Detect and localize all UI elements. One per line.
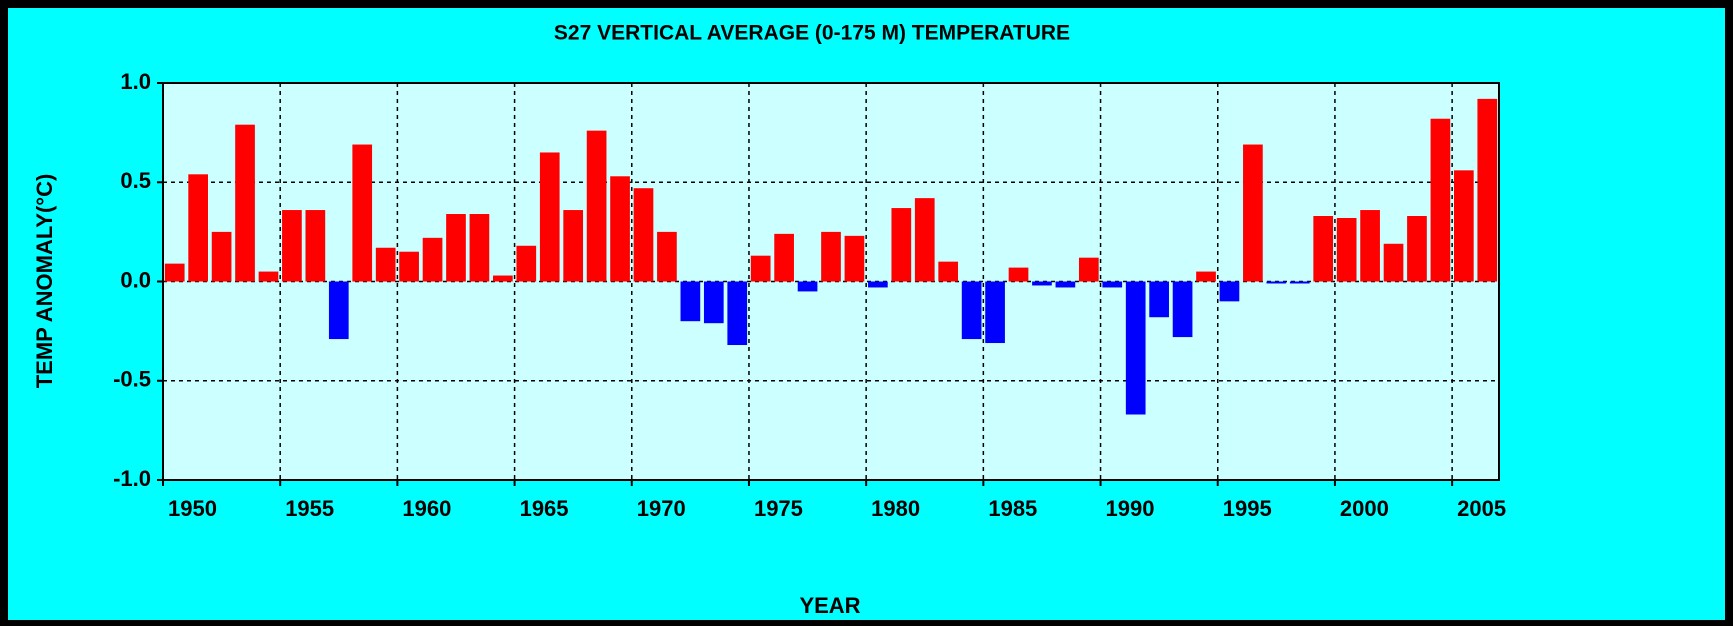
bar	[1219, 281, 1240, 302]
bar	[680, 281, 701, 322]
bar	[375, 247, 396, 282]
bar	[469, 214, 490, 282]
bar	[844, 235, 865, 282]
chart-title: S27 VERTICAL AVERAGE (0-175 M) TEMPERATU…	[554, 22, 1070, 45]
x-tick-label: 1995	[1223, 496, 1272, 521]
bar	[821, 231, 841, 282]
bar	[422, 237, 443, 282]
bar	[258, 271, 279, 282]
bar	[891, 208, 912, 282]
bar	[1477, 98, 1498, 282]
x-tick-label: 1985	[988, 496, 1037, 521]
y-tick-label: 0.5	[120, 168, 151, 193]
bar	[1313, 215, 1334, 282]
bar	[703, 281, 724, 324]
x-tick-label: 1990	[1106, 496, 1155, 521]
bar	[211, 231, 232, 282]
bar	[1125, 281, 1146, 415]
bar	[586, 130, 607, 282]
bar	[750, 255, 771, 282]
y-tick-label: -0.5	[113, 367, 151, 392]
bar	[1453, 170, 1474, 282]
bar	[1266, 281, 1287, 284]
bar	[797, 281, 818, 292]
bar	[1430, 118, 1451, 282]
bar	[399, 251, 419, 282]
bar	[1383, 243, 1404, 282]
bar	[1289, 281, 1310, 284]
bar	[1243, 144, 1263, 282]
bar	[1407, 215, 1427, 282]
bar	[446, 214, 466, 282]
bar	[516, 245, 537, 282]
bar	[282, 210, 302, 282]
bar	[563, 210, 584, 282]
bar	[938, 261, 959, 282]
bar	[961, 281, 982, 340]
bar	[1360, 210, 1380, 282]
bar	[493, 275, 513, 282]
bar	[914, 198, 935, 282]
x-tick-label: 2000	[1340, 496, 1389, 521]
x-tick-label: 1980	[871, 496, 920, 521]
x-tick-label: 1965	[520, 496, 569, 521]
bar	[1032, 281, 1052, 286]
bar	[1336, 217, 1357, 282]
bar	[610, 176, 630, 282]
bar	[985, 281, 1005, 344]
bar	[1102, 281, 1123, 288]
bar	[657, 231, 677, 282]
bar	[1078, 257, 1099, 282]
y-axis-title: TEMP ANOMALY(°C)	[32, 174, 57, 389]
bar	[188, 174, 209, 282]
y-tick-label: 1.0	[120, 69, 151, 94]
x-tick-label: 1955	[285, 496, 334, 521]
bar	[235, 124, 255, 282]
bar	[1149, 281, 1169, 318]
bar	[1196, 271, 1216, 282]
bar	[868, 281, 888, 288]
bar	[727, 281, 748, 346]
x-tick-label: 2005	[1457, 496, 1506, 521]
y-tick-label: 0.0	[120, 267, 151, 292]
bar	[328, 281, 349, 340]
x-axis-title: YEAR	[799, 593, 860, 618]
bar	[1055, 281, 1076, 288]
bar	[1008, 267, 1029, 282]
bar	[352, 144, 373, 282]
x-tick-label: 1950	[168, 496, 217, 521]
bar	[1172, 281, 1193, 338]
bar	[774, 233, 794, 282]
bar	[539, 152, 560, 282]
bars	[164, 98, 1498, 415]
bar	[305, 210, 326, 282]
bar	[164, 263, 185, 282]
x-tick-label: 1975	[754, 496, 803, 521]
y-tick-label: -1.0	[113, 466, 151, 491]
x-tick-label: 1960	[402, 496, 451, 521]
x-tick-label: 1970	[637, 496, 686, 521]
bar	[633, 188, 654, 282]
